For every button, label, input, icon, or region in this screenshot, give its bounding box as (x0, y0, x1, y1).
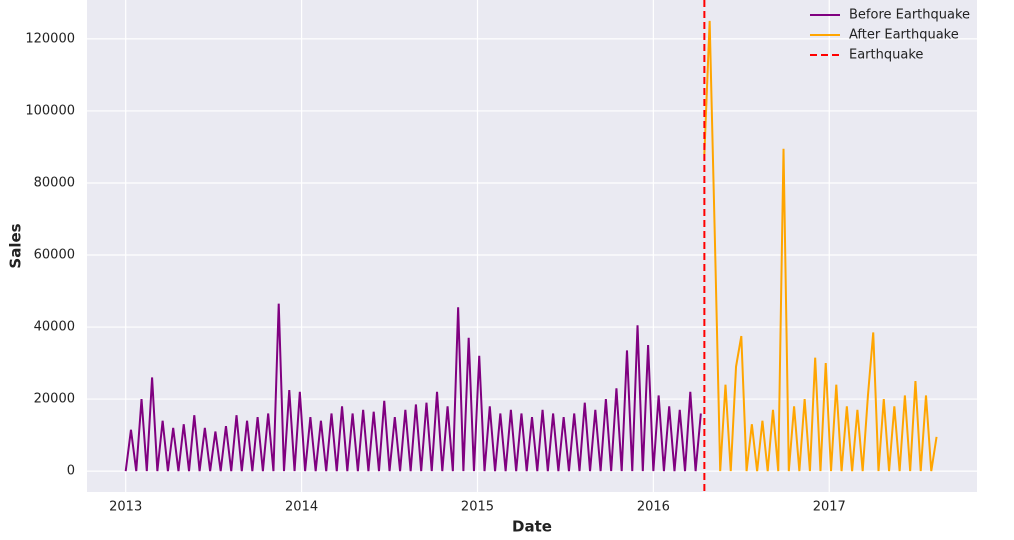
legend-label: Before Earthquake (849, 8, 970, 23)
x-tick-label: 2013 (109, 500, 142, 515)
x-tick-label: 2017 (813, 500, 846, 515)
x-tick-label: 2015 (461, 500, 494, 515)
y-tick-label: 120000 (25, 31, 75, 46)
legend-label: After Earthquake (849, 28, 959, 43)
x-tick-label: 2014 (285, 500, 318, 515)
y-tick-label: 100000 (25, 103, 75, 118)
y-tick-label: 60000 (34, 248, 75, 263)
y-tick-label: 80000 (34, 175, 75, 190)
x-axis-label: Date (512, 518, 552, 536)
y-tick-label: 20000 (34, 392, 75, 407)
y-tick-label: 40000 (34, 320, 75, 335)
series-line (703, 20, 938, 472)
y-tick-label: 0 (67, 464, 75, 479)
y-axis-label: Sales (7, 223, 25, 268)
series-line (124, 303, 702, 472)
x-tick-label: 2016 (637, 500, 670, 515)
legend-label: Earthquake (849, 48, 923, 63)
